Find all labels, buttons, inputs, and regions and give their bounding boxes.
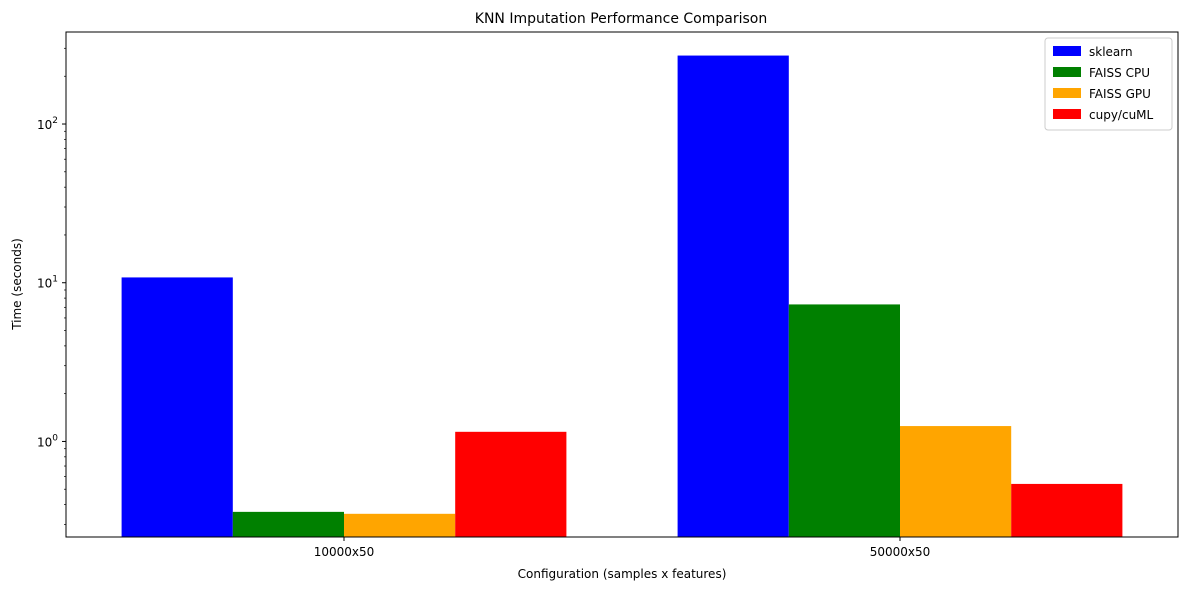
legend-swatch — [1053, 88, 1081, 98]
x-tick-label: 10000x50 — [314, 545, 375, 559]
x-tick-label: 50000x50 — [870, 545, 931, 559]
y-axis-label: Time (seconds) — [10, 238, 24, 331]
y-tick-label: 101 — [37, 275, 58, 291]
bar-cupy-cuml-0 — [455, 431, 567, 537]
legend-swatch — [1053, 46, 1081, 56]
legend-box — [1044, 37, 1173, 131]
x-axis: 10000x50 50000x50 — [314, 537, 931, 559]
plot-area — [121, 55, 1123, 538]
bar-faiss-gpu-0 — [344, 513, 456, 537]
y-tick-label: 100 — [37, 433, 58, 449]
legend-label: FAISS GPU — [1089, 87, 1151, 101]
bar-faiss-cpu-1 — [788, 304, 900, 537]
legend-label: FAISS CPU — [1089, 66, 1150, 80]
bar-sklearn-1 — [677, 55, 789, 538]
legend-swatch — [1053, 109, 1081, 119]
legend-label: sklearn — [1089, 45, 1133, 59]
chart-title: KNN Imputation Performance Comparison — [475, 11, 767, 27]
legend-swatch — [1053, 67, 1081, 77]
x-axis-label: Configuration (samples x features) — [518, 567, 727, 581]
y-axis: 100 101 102 — [37, 47, 66, 525]
y-tick-label: 102 — [37, 116, 58, 132]
legend: sklearn FAISS CPU FAISS GPU cupy/cuML — [1044, 37, 1173, 131]
axes-frame — [65, 31, 1179, 538]
bar-faiss-gpu-1 — [900, 426, 1012, 537]
legend-label: cupy/cuML — [1089, 108, 1154, 122]
bar-faiss-cpu-0 — [232, 511, 344, 537]
bar-sklearn-0 — [121, 277, 233, 537]
bar-cupy-cuml-1 — [1011, 483, 1123, 537]
